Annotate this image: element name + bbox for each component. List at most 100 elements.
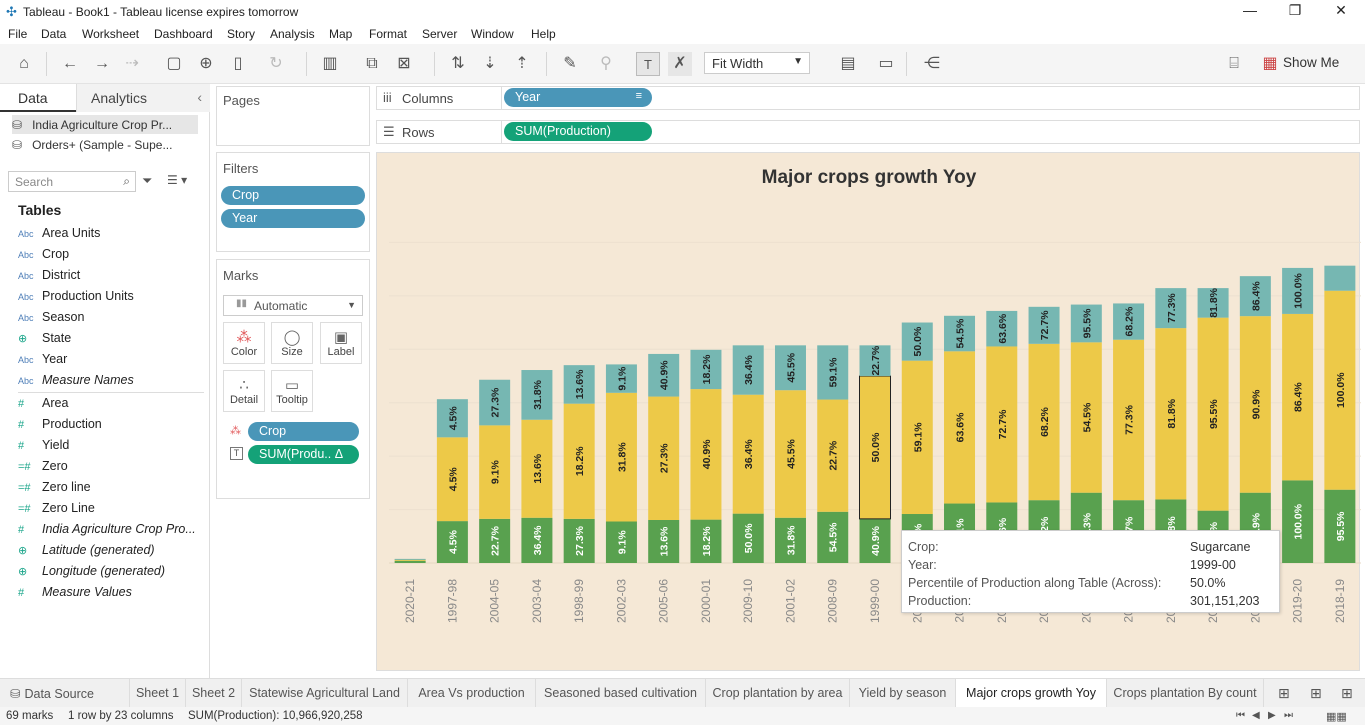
menu-map[interactable]: Map <box>329 27 353 41</box>
menu-file[interactable]: File <box>8 27 28 41</box>
menu-dashboard[interactable]: Dashboard <box>154 27 213 41</box>
tooltip-button[interactable]: ▭ Tooltip <box>271 370 313 412</box>
field-item[interactable]: # Measure Values <box>18 585 132 603</box>
show-me-label[interactable]: Show Me <box>1283 55 1340 70</box>
sheet-tab[interactable]: Sheet 2 <box>186 679 242 707</box>
swap-icon[interactable]: ⇅ <box>451 55 465 72</box>
tile-view-icon[interactable]: ▦▦ <box>1326 711 1347 723</box>
new-story-icon[interactable]: ⊞ <box>1341 685 1353 701</box>
data-source-tab[interactable]: ⛁ Data Source <box>0 679 130 707</box>
label-button[interactable]: ▣ Label <box>320 322 362 364</box>
field-item[interactable]: Abc Production Units <box>18 289 134 307</box>
field-item[interactable]: =# Zero Line <box>18 501 95 519</box>
filter-pill-crop[interactable]: Crop <box>221 186 365 205</box>
nav-last-icon[interactable]: ⏭ <box>1284 710 1293 721</box>
menu-data[interactable]: Data <box>41 27 67 41</box>
new-worksheet-icon[interactable]: ▥ <box>322 55 338 72</box>
nav-first-icon[interactable]: ⏮ <box>1236 710 1245 721</box>
tab-analytics[interactable]: Analytics ‹ <box>76 84 210 112</box>
new-dashboard-icon[interactable]: ⊞ <box>1310 685 1322 701</box>
menu-format[interactable]: Format <box>369 27 408 41</box>
data-source-india-agriculture[interactable]: ⛁ India Agriculture Crop Pr... <box>12 118 172 136</box>
detail-button[interactable]: ∴ Detail <box>223 370 265 412</box>
menu-story[interactable]: Story <box>227 27 256 41</box>
columns-pill-year[interactable]: Year ≡ <box>504 88 652 107</box>
menu-help[interactable]: Help <box>531 27 556 41</box>
redo-icon[interactable]: → <box>94 55 110 72</box>
field-item[interactable]: ⊕ Latitude (generated) <box>18 543 155 561</box>
field-item[interactable]: =# Zero line <box>18 480 91 498</box>
field-item[interactable]: Abc Crop <box>18 247 69 265</box>
sheet-tab[interactable]: Yield by season <box>850 679 956 707</box>
clear-sheet-icon[interactable]: ⊠ <box>397 55 411 72</box>
field-item[interactable]: # Yield <box>18 438 69 456</box>
nav-prev-icon[interactable]: ◀ <box>1252 710 1260 721</box>
field-item[interactable]: =# Zero <box>18 459 68 477</box>
field-item[interactable]: Abc Measure Names <box>18 373 134 391</box>
new-data-source-icon[interactable]: ⊕ <box>199 55 213 72</box>
size-button[interactable]: ◯ Size <box>271 322 313 364</box>
sheet-tab[interactable]: Seasoned based cultivation <box>536 679 706 707</box>
sheet-tab[interactable]: Statewise Agricultural Land <box>242 679 408 707</box>
home-icon[interactable]: ⌂ <box>19 55 29 72</box>
pause-updates-icon[interactable]: ▯ <box>233 55 243 72</box>
field-item[interactable]: Abc Season <box>18 310 84 328</box>
search-input-box[interactable]: Search ⌕ <box>8 171 136 192</box>
field-item[interactable]: Abc Year <box>18 352 67 370</box>
sheet-tab[interactable]: Crop plantation by area <box>706 679 850 707</box>
detail-label: Detail <box>229 394 259 406</box>
pages-card[interactable] <box>216 86 370 146</box>
nav-next-icon[interactable]: ▶ <box>1268 710 1276 721</box>
marks-pill-production[interactable]: SUM(Produ.. Δ <box>248 445 359 464</box>
undo-icon[interactable]: ← <box>62 55 78 72</box>
tab-data[interactable]: Data <box>0 84 76 112</box>
sort-descending-icon[interactable]: ⇡ <box>515 55 529 72</box>
fit-width-dropdown[interactable]: Fit Width ▼ <box>704 52 810 74</box>
field-item[interactable]: Abc District <box>18 268 80 286</box>
replay-icon[interactable]: ⇢ <box>125 55 139 72</box>
duplicate-sheet-icon[interactable]: ⧉ <box>366 55 378 72</box>
collapse-icon[interactable]: ‹ <box>197 89 202 105</box>
sheet-tab[interactable]: Crops plantation By count <box>1107 679 1264 707</box>
field-item[interactable]: ⊕ State <box>18 331 71 349</box>
rows-pill-production[interactable]: SUM(Production) <box>504 122 652 141</box>
color-button[interactable]: ⁂ Color <box>223 322 265 364</box>
marks-pill-crop[interactable]: Crop <box>248 422 359 441</box>
menu-window[interactable]: Window <box>471 27 514 41</box>
sheet-tab[interactable]: Sheet 1 <box>130 679 186 707</box>
menu-server[interactable]: Server <box>422 27 458 41</box>
field-item[interactable]: Abc Area Units <box>18 226 100 244</box>
save-icon[interactable]: ▢ <box>166 55 182 72</box>
format-workbook-icon[interactable]: ⌸ <box>1229 55 1239 72</box>
minimize-icon[interactable]: — <box>1243 2 1257 18</box>
show-me-icon[interactable]: ▦ <box>1262 55 1278 72</box>
show-mark-labels-icon[interactable]: T <box>636 52 660 76</box>
close-icon[interactable]: ✕ <box>1335 2 1347 18</box>
sort-ascending-icon[interactable]: ⇣ <box>483 55 497 72</box>
field-item[interactable]: ⊕ Longitude (generated) <box>18 564 165 582</box>
menu-worksheet[interactable]: Worksheet <box>82 27 140 41</box>
field-item[interactable]: # India Agriculture Crop Pro... <box>18 522 196 540</box>
field-item[interactable]: # Production <box>18 417 102 435</box>
highlight-icon[interactable]: ✎ <box>563 55 577 72</box>
fix-axes-icon[interactable]: ✗ <box>668 52 692 76</box>
data-source-orders[interactable]: ⛁ Orders+ (Sample - Supe... <box>12 138 172 156</box>
group-icon[interactable]: ⚲ <box>600 55 612 72</box>
field-item[interactable]: # Area <box>18 396 68 414</box>
viz-view[interactable]: Major crops growth Yoy 2020-21 4.5% 4.5% 4.… <box>376 152 1361 672</box>
presentation-mode-icon[interactable]: ▭ <box>878 55 894 72</box>
filter-icon[interactable]: ⏷ <box>142 173 153 188</box>
stacked-bar-chart[interactable]: 2020-21 4.5% 4.5% 4.5% 1997-98 22.7% 9.1% 27.3%… <box>377 153 1361 672</box>
sheet-tab-active[interactable]: Major crops growth Yoy <box>956 679 1107 707</box>
view-options-icon[interactable]: ☰ ▾ <box>167 173 188 187</box>
restore-icon[interactable]: ❐ <box>1288 2 1302 18</box>
share-icon[interactable]: ⋲ <box>924 55 940 72</box>
mark-type-dropdown[interactable]: ▮▮ Automatic ▼ <box>223 295 363 316</box>
filter-pill-year[interactable]: Year <box>221 209 365 228</box>
new-worksheet-icon[interactable]: ⊞ <box>1278 685 1290 701</box>
text-type-icon: Abc <box>18 292 34 302</box>
sheet-tab[interactable]: Area Vs production <box>408 679 536 707</box>
show-cards-icon[interactable]: ▤ <box>840 55 856 72</box>
refresh-icon[interactable]: ↻ <box>269 55 283 72</box>
menu-analysis[interactable]: Analysis <box>270 27 315 41</box>
